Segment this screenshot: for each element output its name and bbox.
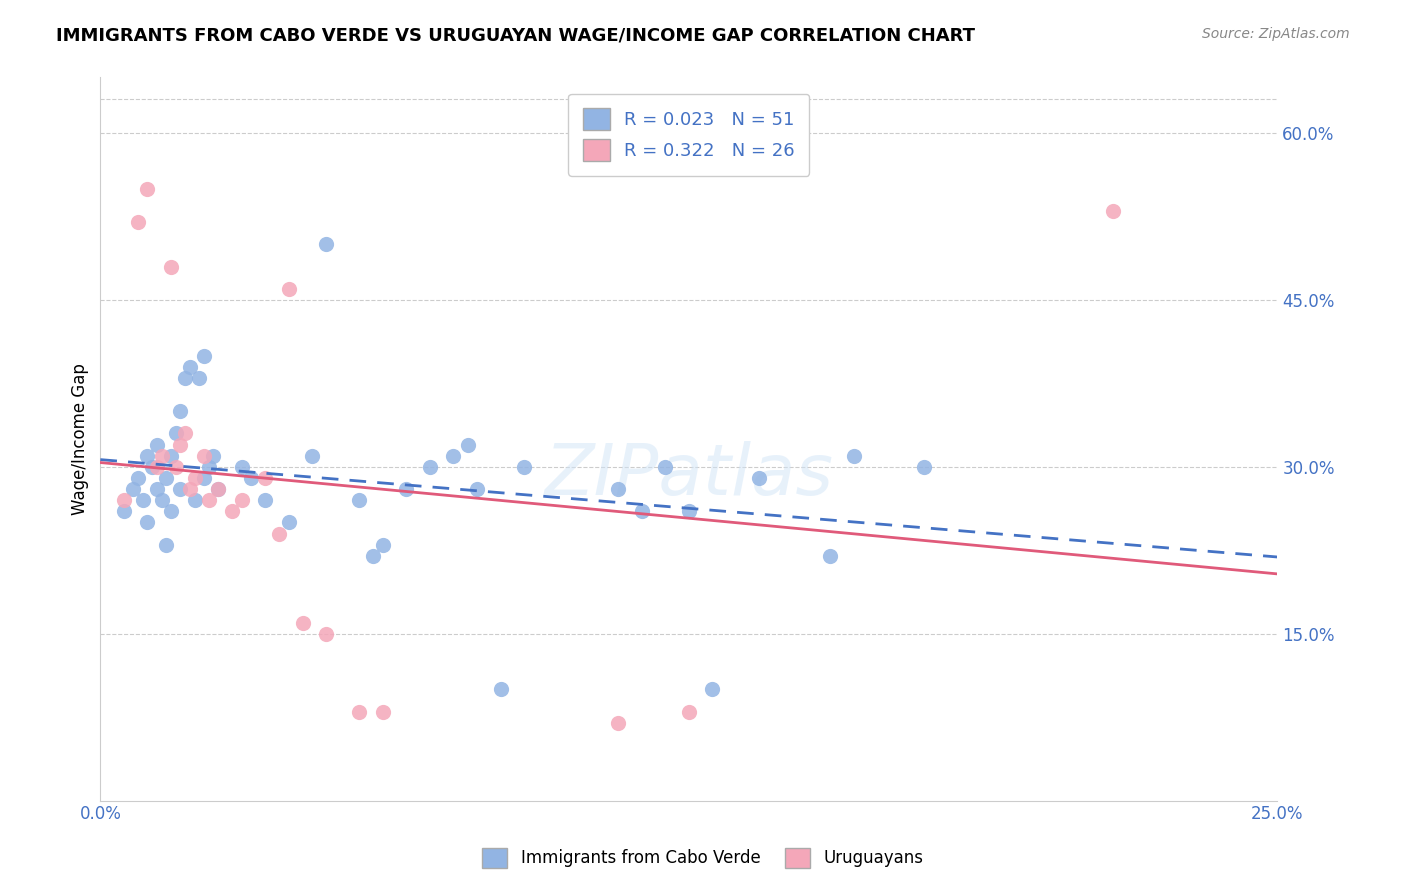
Point <box>818 549 841 563</box>
Point <box>155 538 177 552</box>
Point <box>678 504 700 518</box>
Point <box>842 449 865 463</box>
Point <box>146 459 169 474</box>
Point <box>207 482 229 496</box>
Point <box>443 449 465 463</box>
Point <box>277 282 299 296</box>
Text: Source: ZipAtlas.com: Source: ZipAtlas.com <box>1202 27 1350 41</box>
Point <box>678 705 700 719</box>
Point <box>363 549 385 563</box>
Point <box>160 260 183 274</box>
Point <box>202 449 225 463</box>
Point <box>193 449 215 463</box>
Point <box>150 449 173 463</box>
Point <box>112 493 135 508</box>
Point <box>269 526 291 541</box>
Point <box>146 482 169 496</box>
Point <box>254 493 277 508</box>
Legend: R = 0.023   N = 51, R = 0.322   N = 26: R = 0.023 N = 51, R = 0.322 N = 26 <box>568 94 810 176</box>
Point <box>169 482 191 496</box>
Point <box>607 482 630 496</box>
Point <box>165 426 187 441</box>
Point <box>607 715 630 730</box>
Point <box>150 493 173 508</box>
Point <box>146 437 169 451</box>
Point <box>122 482 145 496</box>
Point <box>193 349 215 363</box>
Point <box>169 437 191 451</box>
Point <box>169 404 191 418</box>
Point <box>136 516 159 530</box>
Point <box>748 471 770 485</box>
Point <box>197 493 219 508</box>
Point <box>197 459 219 474</box>
Point <box>165 459 187 474</box>
Point <box>349 493 371 508</box>
Point <box>301 449 323 463</box>
Point <box>141 459 163 474</box>
Point <box>183 493 205 508</box>
Point <box>254 471 277 485</box>
Point <box>136 449 159 463</box>
Point <box>112 504 135 518</box>
Point <box>395 482 418 496</box>
Point <box>193 471 215 485</box>
Point <box>315 237 337 252</box>
Point <box>1101 203 1123 218</box>
Point <box>240 471 263 485</box>
Point <box>188 371 211 385</box>
Point <box>912 459 935 474</box>
Point <box>155 471 177 485</box>
Point <box>221 504 243 518</box>
Point <box>277 516 299 530</box>
Point <box>127 215 149 229</box>
Y-axis label: Wage/Income Gap: Wage/Income Gap <box>72 363 89 515</box>
Point <box>179 359 201 374</box>
Point <box>174 371 197 385</box>
Point <box>136 182 159 196</box>
Text: ZIPatlas: ZIPatlas <box>544 441 834 509</box>
Point <box>371 538 394 552</box>
Point <box>183 471 205 485</box>
Point <box>231 459 253 474</box>
Text: IMMIGRANTS FROM CABO VERDE VS URUGUAYAN WAGE/INCOME GAP CORRELATION CHART: IMMIGRANTS FROM CABO VERDE VS URUGUAYAN … <box>56 27 976 45</box>
Point <box>127 471 149 485</box>
Point <box>160 449 183 463</box>
Point <box>179 482 201 496</box>
Point <box>291 615 314 630</box>
Point <box>315 626 337 640</box>
Point <box>457 437 479 451</box>
Point <box>654 459 676 474</box>
Point <box>174 426 197 441</box>
Legend: Immigrants from Cabo Verde, Uruguayans: Immigrants from Cabo Verde, Uruguayans <box>475 841 931 875</box>
Point <box>207 482 229 496</box>
Point <box>349 705 371 719</box>
Point <box>231 493 253 508</box>
Point <box>419 459 441 474</box>
Point <box>465 482 488 496</box>
Point <box>702 682 724 697</box>
Point <box>630 504 652 518</box>
Point <box>132 493 155 508</box>
Point <box>371 705 394 719</box>
Point <box>513 459 536 474</box>
Point <box>160 504 183 518</box>
Point <box>489 682 512 697</box>
